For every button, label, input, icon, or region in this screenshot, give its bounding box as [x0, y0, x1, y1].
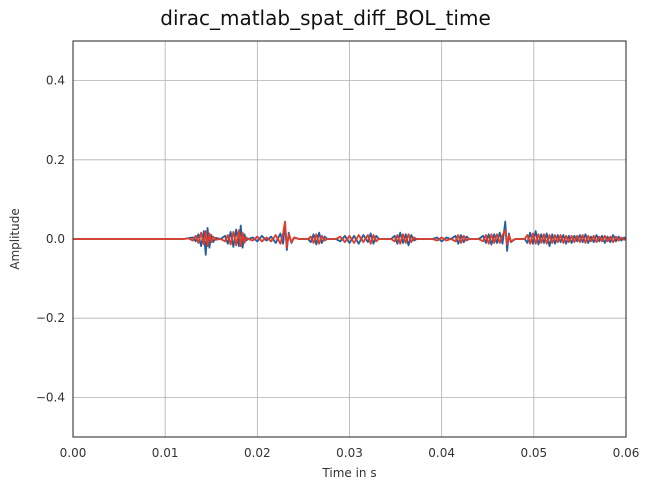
chart-title: dirac_matlab_spat_diff_BOL_time: [160, 6, 491, 30]
y-tick-label: 0.4: [46, 74, 65, 88]
y-tick-label: −0.4: [36, 390, 65, 404]
x-tick-label: 0.02: [244, 446, 271, 460]
x-tick-label: 0.06: [613, 446, 640, 460]
x-tick-label: 0.04: [428, 446, 455, 460]
plot-frame: [72, 40, 627, 438]
x-tick-label: 0.05: [520, 446, 547, 460]
series-line-2: [73, 220, 627, 249]
y-axis-label: Amplitude: [8, 208, 22, 270]
x-tick-label: 0.03: [336, 446, 363, 460]
series-layer: [73, 220, 627, 256]
x-axis-label: Time in s: [321, 466, 376, 480]
y-tick-label: 0.0: [46, 232, 65, 246]
x-tick-label: 0.01: [152, 446, 179, 460]
x-tick-label: 0.00: [60, 446, 87, 460]
series-line-1: [73, 220, 627, 256]
tick-layer: 0.00 0.01 0.02 0.03 0.04 0.05 0.06 −0.4 −0.2 0.0 0…: [36, 74, 640, 460]
y-tick-label: −0.2: [36, 311, 65, 325]
y-tick-label: 0.2: [46, 153, 65, 167]
